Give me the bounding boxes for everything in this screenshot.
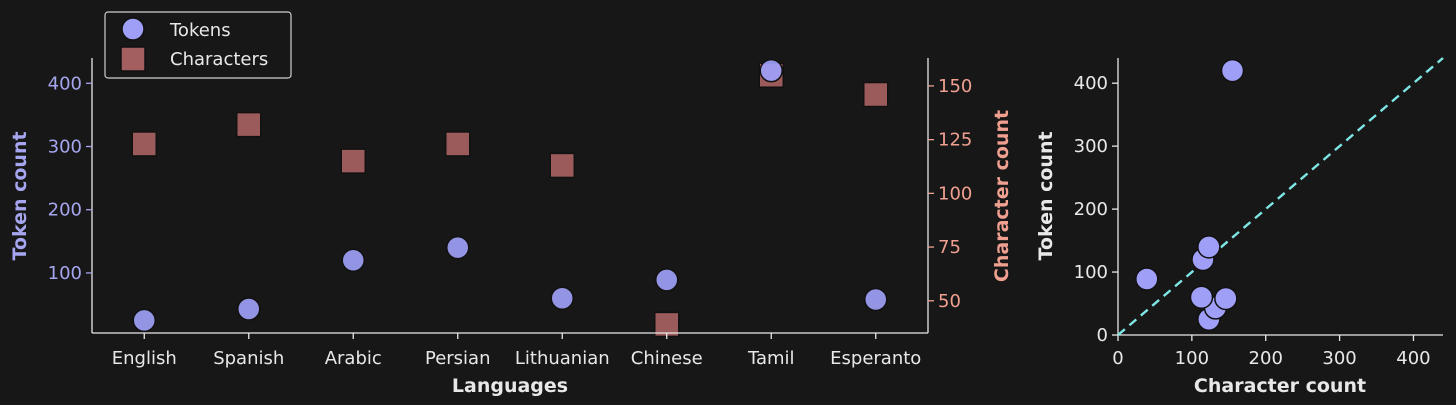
right-y-axis-title: Character count — [991, 110, 1013, 282]
token-point — [341, 248, 365, 273]
tokens-series — [132, 58, 888, 333]
legend-tokens-marker — [121, 17, 145, 41]
character-point — [340, 148, 366, 174]
left-y-axis-title: Token count — [9, 131, 31, 260]
character-point — [863, 81, 889, 108]
x-tick-label: Persian — [425, 348, 491, 369]
x-tick-label: Chinese — [631, 348, 703, 369]
legend-characters-marker — [120, 46, 146, 72]
token-point — [864, 287, 888, 312]
token-point — [237, 297, 261, 321]
right-x-tick-label: 200 — [1249, 348, 1283, 369]
right-chart-y-tick-label: 0 — [1097, 325, 1108, 346]
right-chart-y-tick-label: 400 — [1074, 73, 1108, 94]
legend-box — [104, 11, 292, 79]
legend-tokens-label: Tokens — [169, 20, 231, 41]
x-tick-label: English — [112, 348, 177, 369]
left-y-tick-label: 400 — [48, 73, 82, 94]
character-point — [131, 131, 157, 157]
x-tick-label: Spanish — [213, 348, 284, 369]
token-point — [132, 308, 156, 333]
legend-characters-label: Characters — [170, 49, 268, 70]
right-x-tick-label: 100 — [1175, 348, 1209, 369]
char-vs-token-point — [1135, 267, 1159, 291]
x-tick-label: Arabic — [325, 348, 382, 369]
right-x-tick-label: 400 — [1396, 348, 1430, 369]
left-y-tick-label: 300 — [48, 137, 82, 158]
right-chart-y-tick-label: 200 — [1074, 199, 1108, 220]
x-tick-label: Esperanto — [830, 348, 921, 369]
legend: Tokens Characters — [104, 11, 292, 79]
x-tick-label: Tamil — [747, 348, 795, 369]
char-vs-token-points — [1135, 58, 1245, 332]
character-point — [236, 111, 262, 138]
right-y-tick-label: 125 — [938, 130, 972, 151]
token-point — [446, 235, 470, 260]
char-vs-token-chart: 0 100 200 300 400 0 100 200 300 400 Character cou… — [1035, 57, 1444, 397]
token-point — [655, 268, 679, 292]
char-vs-token-point — [1197, 235, 1221, 259]
right-y-tick-label: 150 — [938, 76, 972, 97]
right-y-tick-label: 100 — [938, 183, 972, 204]
char-vs-token-point — [1220, 58, 1245, 83]
left-y-tick-label: 200 — [48, 200, 82, 221]
token-point — [550, 286, 574, 310]
characters-series — [131, 62, 889, 338]
token-point — [759, 58, 783, 83]
character-point — [445, 131, 471, 157]
x-tick-label: Lithuanian — [515, 348, 610, 369]
left-y-tick-label: 100 — [48, 263, 82, 284]
right-x-tick-label: 0 — [1112, 348, 1123, 369]
x-axis-title: Languages — [452, 375, 568, 397]
languages-chart: English Spanish Arabic Persian Lithuanian Chi… — [9, 11, 1013, 397]
right-y-tick-label: 75 — [938, 237, 961, 258]
right-x-tick-label: 300 — [1322, 348, 1356, 369]
char-vs-token-axes: 0 100 200 300 400 0 100 200 300 400 — [1074, 57, 1444, 369]
right-x-axis-title: Character count — [1194, 375, 1366, 397]
char-vs-token-point — [1189, 285, 1214, 309]
right-chart-y-tick-label: 100 — [1074, 262, 1108, 283]
character-point — [549, 152, 575, 179]
right-chart-y-tick-label: 300 — [1074, 136, 1108, 157]
char-vs-token-point — [1214, 286, 1238, 311]
right-chart-y-axis-title: Token count — [1035, 131, 1057, 260]
identity-line — [1117, 57, 1444, 336]
languages-chart-axes: English Spanish Arabic Persian Lithuanian Chi… — [48, 58, 972, 369]
right-y-tick-label: 50 — [938, 291, 961, 312]
